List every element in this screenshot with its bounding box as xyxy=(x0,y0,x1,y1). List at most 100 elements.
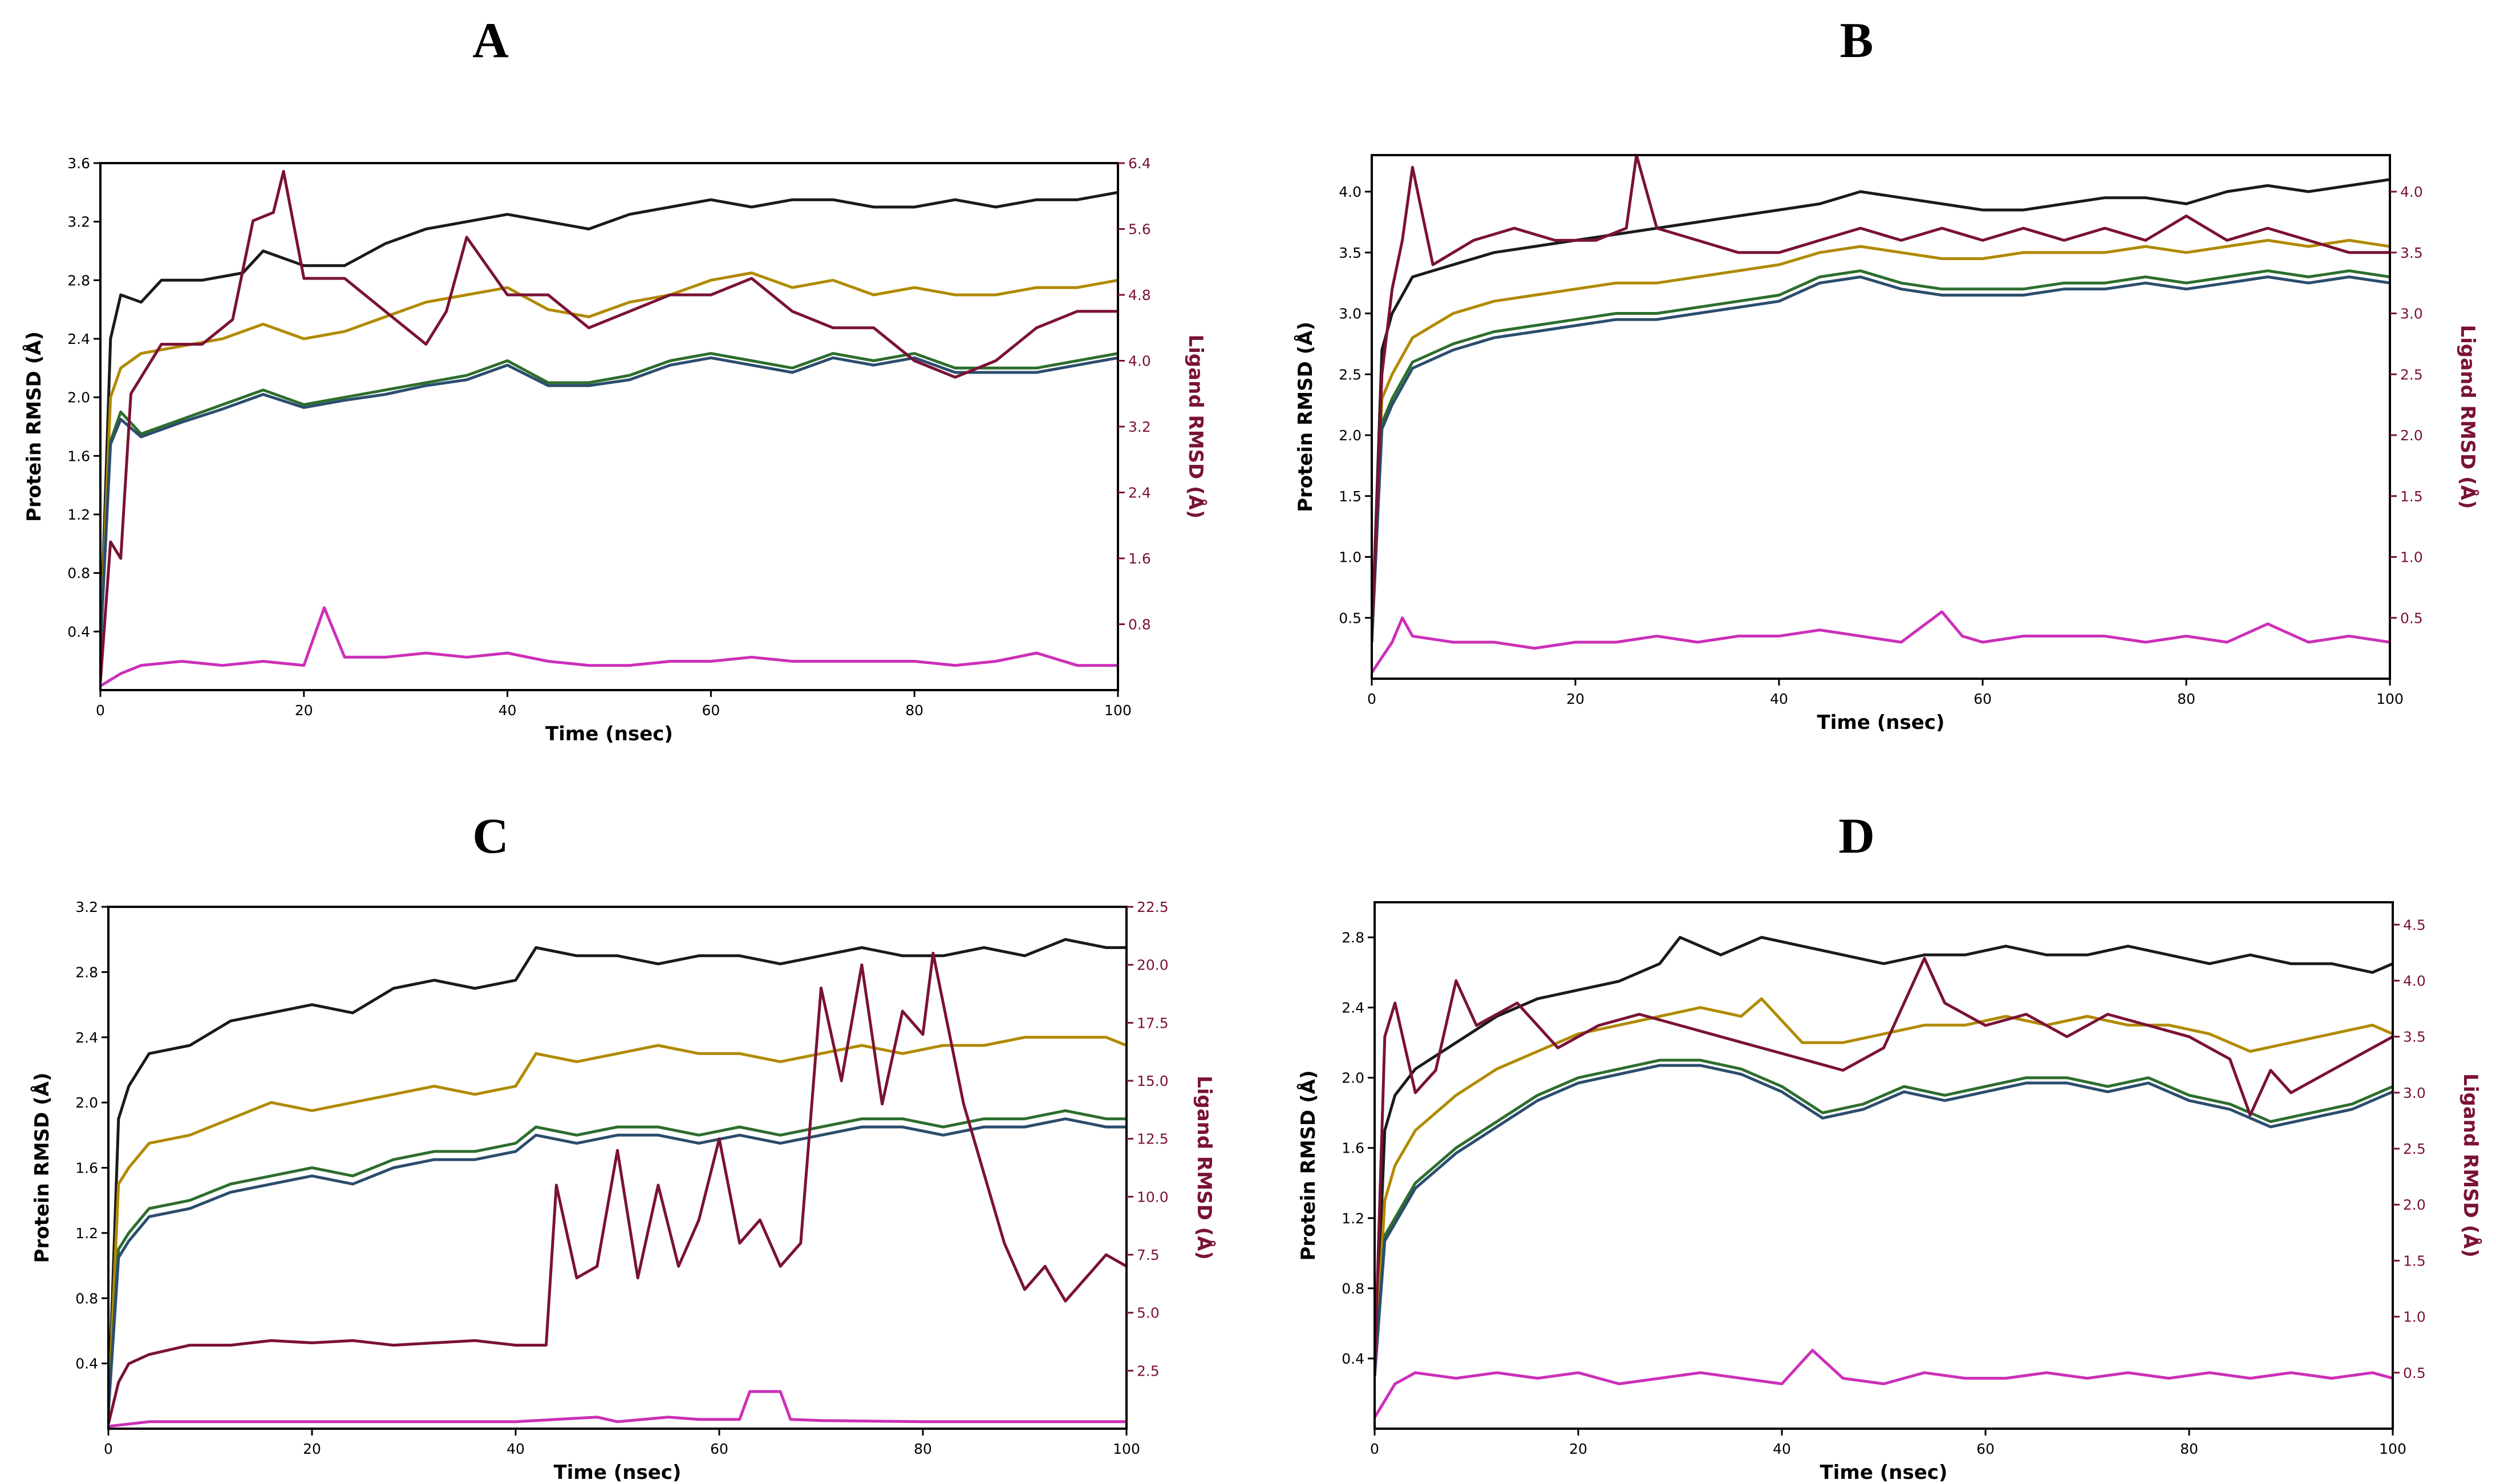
y2-tick-label: 15.0 xyxy=(1137,1073,1169,1089)
x-tick-label: 20 xyxy=(303,1441,321,1457)
y2-tick-label: 0.5 xyxy=(2403,1365,2426,1381)
series-line-ligand-maroon xyxy=(1372,155,2390,643)
series-line-protein-black xyxy=(100,190,1118,647)
y-tick-label: 3.0 xyxy=(1339,306,1362,322)
y-tick-label: 3.5 xyxy=(1339,245,1362,261)
panel-letter: D xyxy=(1838,809,1875,864)
x-tick-label: 20 xyxy=(1569,1441,1587,1457)
y2-tick-label: 6.4 xyxy=(1128,155,1151,172)
y-axis-label: Protein RMSD (Å) xyxy=(1296,1070,1320,1260)
y2-tick-label: 22.5 xyxy=(1137,899,1169,915)
y-tick-label: 3.2 xyxy=(67,214,90,230)
panel-b: B 0 20 40 60 80 100 0.5 1.0 1.5 2.0 2.5 3.0 3.5 4.0 0.5… xyxy=(1294,13,2479,734)
y-tick-label: 1.2 xyxy=(75,1225,98,1242)
y2-tick-label: 1.6 xyxy=(1128,550,1151,567)
x-tick-label: 80 xyxy=(905,702,923,719)
x-axis-label: Time (nsec) xyxy=(545,723,673,745)
y2-axis-label: Ligand RMSD (Å) xyxy=(2456,325,2479,509)
x-tick-label: 100 xyxy=(2379,1441,2406,1457)
panel-d: D 0 20 40 60 80 100 0.4 0.8 1.2 1.6 2.0 2.4 2.8 0.5 1.0… xyxy=(1296,809,2482,1484)
y-tick-label: 2.4 xyxy=(75,1029,98,1046)
series-group xyxy=(108,938,1127,1428)
x-axis-label: Time (nsec) xyxy=(1817,711,1945,734)
series-line-ligand-magenta xyxy=(108,1390,1127,1428)
x-tick-label: 40 xyxy=(507,1441,525,1457)
y-tick-label: 2.8 xyxy=(75,964,98,980)
series-line-protein-gold xyxy=(108,1036,1127,1413)
y2-tick-label: 17.5 xyxy=(1137,1015,1169,1031)
plot-frame xyxy=(107,906,1128,1430)
series-line-ligand-maroon xyxy=(108,951,1127,1425)
panel-letter: C xyxy=(472,809,509,864)
series-line-protein-gold xyxy=(1375,997,2393,1376)
y2-tick-label: 4.5 xyxy=(2403,917,2426,933)
x-tick-label: 40 xyxy=(1773,1441,1791,1457)
y2-tick-label: 2.0 xyxy=(2403,1197,2426,1213)
y2-tick-label: 3.0 xyxy=(2403,1085,2426,1101)
y2-axis-label: Ligand RMSD (Å) xyxy=(1184,335,1208,519)
y2-tick-label: 10.0 xyxy=(1137,1189,1169,1205)
y2-tick-label: 2.4 xyxy=(1128,485,1151,501)
x-tick-label: 100 xyxy=(1113,1441,1140,1457)
series-line-ligand-magenta xyxy=(1375,1349,2393,1418)
y2-tick-label: 0.5 xyxy=(2400,610,2423,626)
series-group xyxy=(100,169,1118,687)
plot-frame xyxy=(1371,154,2391,680)
y-tick-label: 1.6 xyxy=(1342,1140,1364,1157)
series-group xyxy=(1375,936,2393,1418)
series-line-protein-green xyxy=(1375,1059,2393,1376)
y2-tick-label: 20.0 xyxy=(1137,957,1169,974)
y2-tick-label: 7.5 xyxy=(1137,1247,1160,1263)
y2-tick-label: 4.0 xyxy=(2400,184,2423,200)
y2-tick-label: 12.5 xyxy=(1137,1131,1169,1148)
x-tick-label: 60 xyxy=(1976,1441,1995,1457)
y2-tick-label: 3.5 xyxy=(2400,245,2423,261)
y-tick-label: 2.4 xyxy=(67,331,90,347)
x-tick-label: 60 xyxy=(710,1441,728,1457)
y2-tick-label: 4.0 xyxy=(2403,972,2426,989)
series-line-protein-green xyxy=(1372,269,2390,643)
y-tick-label: 2.0 xyxy=(1339,427,1362,444)
panel-letter: B xyxy=(1840,13,1874,68)
y2-tick-label: 1.5 xyxy=(2400,488,2423,505)
y-tick-label: 1.2 xyxy=(67,506,90,523)
y-axis-label: Protein RMSD (Å) xyxy=(22,331,46,522)
y-tick-label: 0.5 xyxy=(1339,610,1362,626)
x-tick-label: 0 xyxy=(1370,1441,1379,1457)
y-tick-label: 2.0 xyxy=(75,1094,98,1111)
y-tick-label: 2.0 xyxy=(67,390,90,406)
series-line-ligand-maroon xyxy=(1375,956,2393,1373)
y2-tick-label: 2.5 xyxy=(2400,366,2423,383)
y2-tick-label: 4.0 xyxy=(1128,353,1151,370)
series-line-ligand-magenta xyxy=(100,606,1118,687)
y-tick-label: 2.8 xyxy=(1342,930,1364,946)
y2-tick-label: 3.0 xyxy=(2400,306,2423,322)
panel-c: C 0 20 40 60 80 100 0.4 0.8 1.2 1.6 2.0 2.4 2.8 3.2 2.5… xyxy=(30,809,1216,1484)
y-tick-label: 0.8 xyxy=(75,1290,98,1307)
y-tick-label: 2.5 xyxy=(1339,366,1362,383)
y2-tick-label: 0.8 xyxy=(1128,617,1151,633)
series-line-protein-gold xyxy=(1372,238,2390,643)
series-line-protein-blue xyxy=(108,1117,1127,1413)
x-tick-label: 80 xyxy=(914,1441,932,1457)
y2-tick-label: 4.8 xyxy=(1128,287,1151,303)
plot-frame xyxy=(1373,901,2394,1430)
x-tick-label: 100 xyxy=(2376,691,2404,707)
x-tick-label: 60 xyxy=(702,702,720,719)
series-line-protein-green xyxy=(100,352,1118,647)
series-line-protein-gold xyxy=(100,271,1118,647)
y-tick-label: 3.2 xyxy=(75,899,98,915)
y-tick-label: 2.4 xyxy=(1342,1000,1364,1016)
y-tick-label: 1.6 xyxy=(67,448,90,464)
series-line-protein-blue xyxy=(1372,275,2390,643)
y2-tick-label: 3.5 xyxy=(2403,1029,2426,1045)
series-line-protein-black xyxy=(1372,178,2390,643)
y2-tick-label: 5.0 xyxy=(1137,1305,1160,1321)
x-tick-label: 40 xyxy=(1770,691,1788,707)
y2-tick-label: 5.6 xyxy=(1128,221,1151,238)
y2-tick-label: 2.5 xyxy=(2403,1141,2426,1157)
series-line-protein-black xyxy=(108,938,1127,1413)
y2-tick-label: 1.0 xyxy=(2403,1309,2426,1325)
x-tick-label: 40 xyxy=(499,702,517,719)
